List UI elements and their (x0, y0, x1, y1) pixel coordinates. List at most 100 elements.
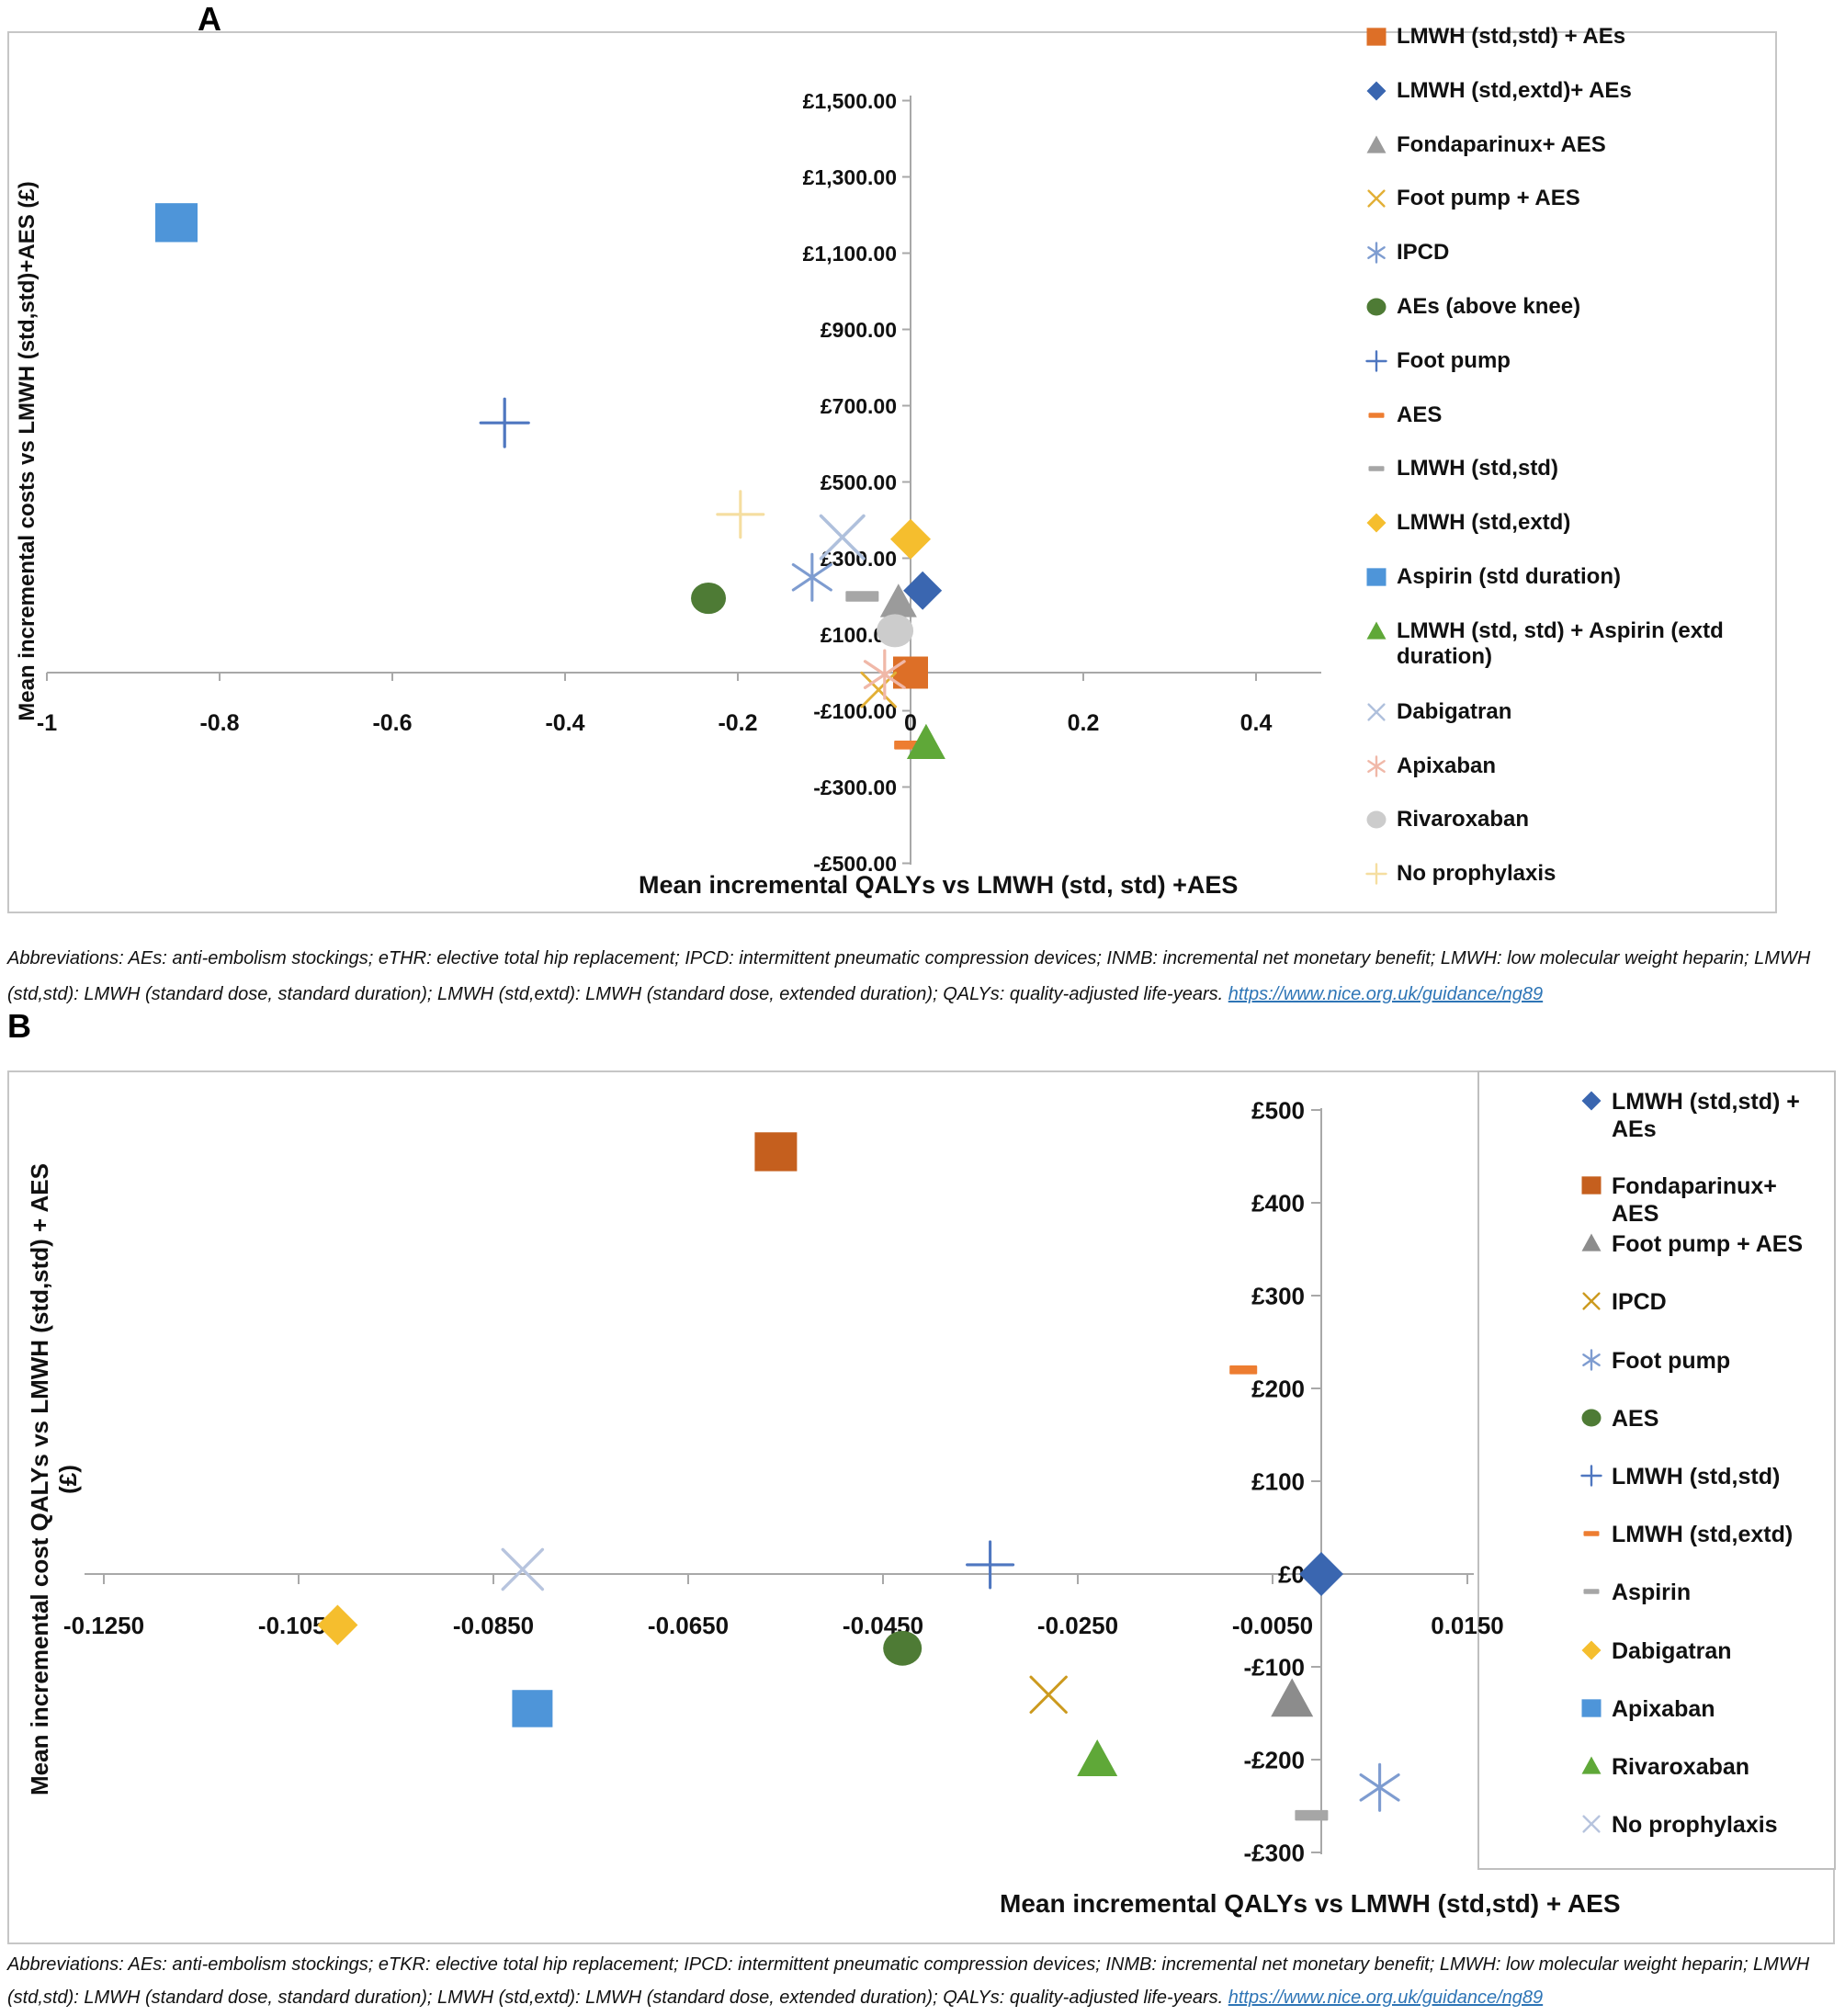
legend-item-foot-pump: Foot pump (1579, 1347, 1816, 1405)
legend-marker-rivaroxaban (1366, 810, 1387, 829)
triangle-icon (1366, 621, 1387, 640)
plus-icon (1365, 863, 1387, 885)
chart-a-point-fondaparinux-aes (879, 583, 917, 617)
chart-b-x-tick-label: 0.0150 (1431, 1612, 1504, 1639)
legend-item-rivaroxaban: Rivaroxaban (1364, 807, 1757, 861)
chart-b-y-tick-label: £500 (1251, 1096, 1305, 1124)
chart-a-y-tick-label: -£500.00 (813, 852, 897, 876)
chart-a-y-tick-label: £1,300.00 (803, 165, 897, 189)
legend-item-lmwh-std-extd: LMWH (std,extd) (1364, 510, 1757, 564)
chart-b-point-lmwh-std-std (966, 1540, 1015, 1590)
legend-marker-lmwh-std-std (1580, 1465, 1602, 1487)
legend-marker-aspirin-std-duration (1366, 568, 1387, 586)
legend-item-rivaroxaban: Rivaroxaban (1579, 1753, 1816, 1811)
square-icon (1581, 1699, 1602, 1717)
panel-b-footnote-text: Abbreviations: AEs: anti-embolism stocki… (7, 1954, 1810, 2008)
legend-marker-no-prophylaxis (1582, 1815, 1601, 1833)
chart-a-y-tick-label: £500.00 (821, 470, 897, 494)
legend-marker-dabigatran (1581, 1640, 1602, 1660)
legend-item-apixaban: Apixaban (1364, 753, 1757, 808)
panel-b-footnote: Abbreviations: AEs: anti-embolism stocki… (7, 1948, 1838, 2014)
chart-b-y-tick-label: £300 (1251, 1282, 1305, 1309)
chart-a-point-aspirin-std-duration (155, 203, 198, 243)
chart-a-point-foot-pump (479, 397, 530, 448)
chart-a-point-dabigatran (819, 514, 866, 561)
legend-marker-lmwh-std-std-aes (1366, 28, 1387, 46)
asterisk-icon (1582, 1348, 1601, 1371)
legend-marker-aes-above-knee (1366, 298, 1387, 316)
legend-item-label: Dabigatran (1612, 1637, 1732, 1664)
chart-a-y-tick-label: £300.00 (821, 547, 897, 571)
chart-a-y-tick-label: £700.00 (821, 394, 897, 418)
diamond-icon (1581, 1640, 1602, 1660)
square-icon (1581, 1176, 1602, 1195)
chart-b-point-apixaban (512, 1690, 553, 1727)
legend-item-label: LMWH (std, std) + Aspirin (extd duration… (1397, 617, 1724, 669)
legend-marker-lmwh-std-std (1368, 466, 1385, 472)
chart-b-legend-border (1477, 1070, 1836, 1870)
chart-b-point-foot-pump-aes (1271, 1678, 1314, 1717)
legend-marker-lmwh-std-std-aspirin-extd-duration (1366, 621, 1387, 640)
chart-b-y-tick-label: -£300 (1244, 1839, 1306, 1866)
chart-b-x-tick-label: -0.1250 (63, 1612, 144, 1639)
chart-a-point-apixaban (863, 649, 906, 700)
chart-a-x-tick-label: -1 (37, 710, 57, 736)
legend-item-label: Fondaparinux+ AES (1397, 131, 1606, 157)
legend-item-lmwh-std-std-aspirin-extd-duration: LMWH (std, std) + Aspirin (extd duration… (1364, 618, 1757, 699)
x-icon (1582, 1815, 1601, 1833)
chart-a-y-tick-label: £900.00 (821, 318, 897, 342)
chart-b-point-rivaroxaban (1077, 1739, 1118, 1777)
diamond-icon (1581, 1091, 1602, 1111)
chart-b-x-tick-label: -0.0850 (453, 1612, 534, 1639)
circle-icon (1366, 810, 1387, 829)
chart-a-point-aes-above-knee (691, 582, 727, 615)
legend-item-lmwh-std-std-aes: LMWH (std,std) + AEs (1364, 24, 1757, 78)
triangle-icon (1581, 1756, 1602, 1774)
chart-a-x-tick-label: -0.2 (718, 710, 757, 736)
panel-b-label: B (7, 1007, 31, 1045)
legend-item-label: Foot pump (1397, 347, 1511, 373)
dash-icon (1368, 466, 1385, 472)
legend-item-dabigatran: Dabigatran (1579, 1637, 1816, 1695)
dash-icon (1368, 412, 1385, 418)
legend-item-label: Rivaroxaban (1612, 1754, 1750, 1780)
square-icon (1366, 28, 1387, 46)
chart-a-x-tick-label: 0 (904, 710, 917, 736)
legend-marker-foot-pump (1582, 1348, 1601, 1371)
chart-b-point-lmwh-std-extd (1229, 1365, 1258, 1375)
chart-a-y-tick-label: £1,500.00 (803, 89, 897, 113)
legend-item-no-prophylaxis: No prophylaxis (1364, 861, 1757, 915)
legend-item-aspirin-std-duration: Aspirin (std duration) (1364, 564, 1757, 618)
diamond-icon (1366, 513, 1387, 533)
legend-marker-fondaparinux-aes (1581, 1176, 1602, 1195)
chart-a-point-lmwh-std-extd-aes (903, 571, 943, 610)
chart-b-point-lmwh-std-std-aes (1299, 1552, 1343, 1596)
panel-a-footnote-link[interactable]: https://www.nice.org.uk/guidance/ng89 (1228, 984, 1544, 1004)
legend-item-fondaparinux-aes: Fondaparinux+ AES (1579, 1172, 1816, 1230)
chart-b-point-dabigatran (317, 1604, 358, 1646)
chart-b-x-tick-label: -0.0250 (1037, 1612, 1118, 1639)
legend-item-foot-pump: Foot pump (1364, 348, 1757, 402)
legend-marker-ipcd (1582, 1292, 1601, 1310)
legend-item-label: AES (1397, 402, 1443, 427)
legend-item-aes: AES (1579, 1405, 1816, 1463)
legend-item-lmwh-std-std: LMWH (std,std) (1579, 1463, 1816, 1521)
legend-item-dabigatran: Dabigatran (1364, 699, 1757, 753)
chart-a-x-tick-label: 0.4 (1240, 710, 1273, 736)
legend-marker-foot-pump-aes (1367, 189, 1386, 208)
legend-item-label: LMWH (std,std) + AEs (1612, 1089, 1800, 1142)
panel-b-footnote-link[interactable]: https://www.nice.org.uk/guidance/ng89 (1228, 1988, 1544, 2008)
chart-b-point-foot-pump (1359, 1762, 1400, 1812)
plus-icon (1580, 1465, 1602, 1487)
chart-a-point-ipcd (791, 552, 832, 602)
legend-marker-foot-pump (1365, 350, 1387, 372)
legend-item-label: LMWH (std,extd) (1612, 1522, 1794, 1548)
x-icon (1367, 189, 1386, 208)
legend-marker-dabigatran (1367, 703, 1386, 721)
chart-b-point-aspirin (1295, 1809, 1329, 1821)
legend-item-label: Dabigatran (1397, 698, 1512, 724)
legend-marker-ipcd (1367, 242, 1386, 264)
circle-icon (1581, 1409, 1602, 1427)
legend-item-ipcd: IPCD (1579, 1288, 1816, 1346)
